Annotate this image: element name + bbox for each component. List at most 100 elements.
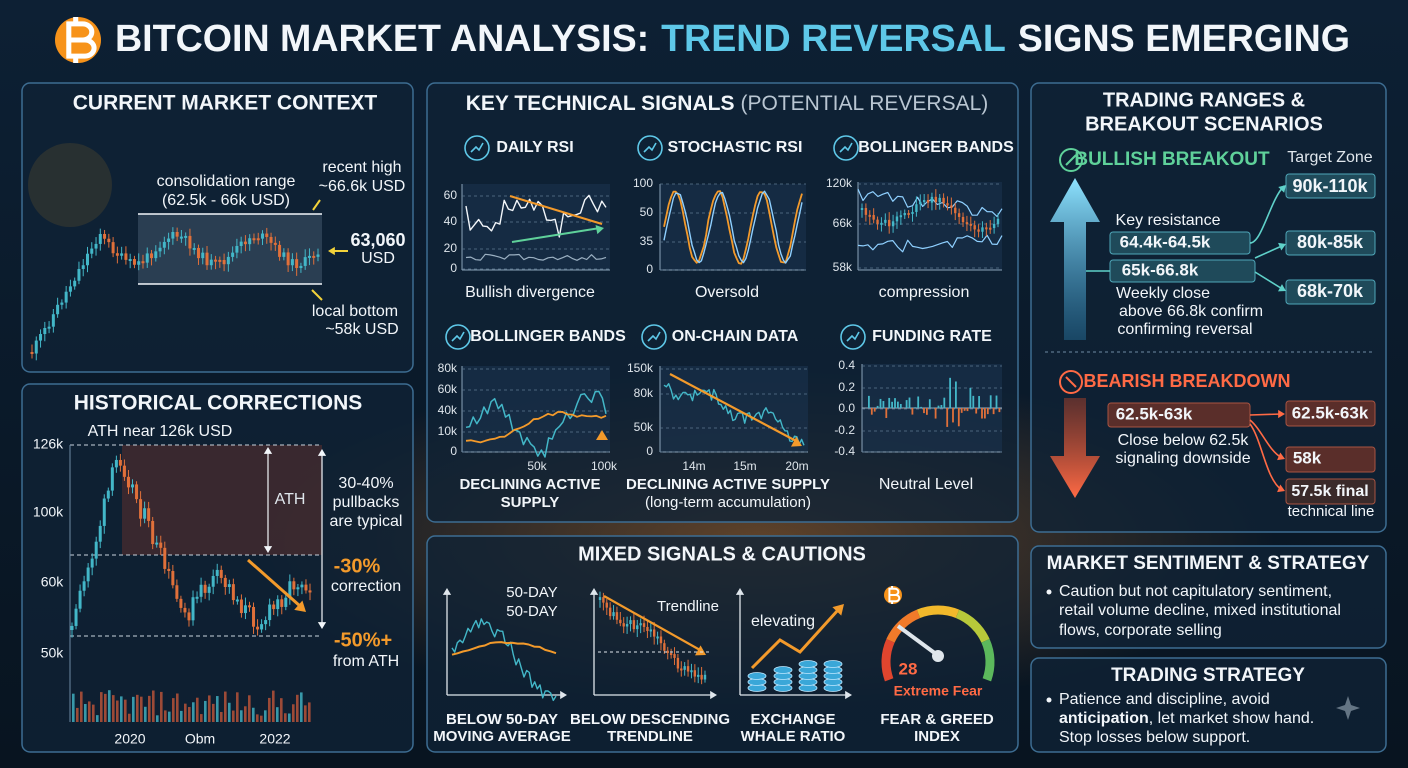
candle [239,599,243,614]
label: ~58k USD [325,321,398,338]
label: 50-DAY [506,584,557,601]
label: pullbacks [333,494,400,511]
candle [235,599,239,602]
mini-chart-bg [462,366,610,452]
gauge-arc [881,639,895,682]
candle [260,624,264,630]
candle [280,599,284,607]
candle [239,241,243,246]
arrow-head [735,588,745,595]
volume-bar [180,710,183,722]
funding-bar [911,408,914,415]
candle [646,626,649,631]
candle [693,670,697,677]
card-caption: Oversold [695,284,759,301]
label: ATH [275,491,306,508]
bull-icon [1059,148,1083,172]
arrow-head [1278,409,1285,419]
candle [996,218,1000,224]
card-caption: DECLINING ACTIVE [459,476,600,493]
y-tick-label: 20 [444,241,458,255]
x-tick-label: 100k [591,459,618,473]
label: Key resistance [1116,212,1221,229]
candle [676,657,680,669]
funding-bar [995,395,998,408]
candle [98,525,102,542]
candle [273,242,277,245]
level-box [1285,279,1376,305]
range-box [138,214,322,284]
candle [895,216,899,222]
candle [296,587,300,590]
candle [235,245,239,253]
panel-title: KEY TECHNICAL SIGNALS (POTENTIAL REVERSAL… [466,92,989,115]
volume-bar [280,698,283,722]
candle [34,340,38,354]
candle [179,236,183,239]
candle [946,203,949,206]
volume-bar [160,691,163,722]
candle [211,575,215,587]
sparkline [857,234,1003,253]
candle [295,259,299,269]
volume-bar [192,702,195,722]
candle [143,508,147,519]
candle [950,205,953,208]
funding-bar [920,406,922,408]
candle [81,265,85,269]
volume-bar [128,713,131,722]
label: Trendline [657,598,719,615]
funding-bar [946,408,949,427]
item-caption: BELOW DESCENDING [570,711,730,728]
y-tick-label: 0.4 [838,358,855,372]
candle [703,674,707,680]
arrow-head [595,224,604,235]
x-tick-label: Obm [185,731,215,747]
candle [141,261,145,264]
candle [954,207,957,214]
candle [659,636,663,644]
card-caption: (long-term accumulation) [645,494,811,511]
candle [264,620,268,625]
funding-bar [885,408,888,418]
candle [171,232,175,239]
candle [252,238,256,241]
volume-bar [84,704,87,722]
funding-bar [868,395,870,408]
candle [888,219,891,227]
candle [132,259,136,265]
candle [199,584,203,597]
candle [290,259,294,266]
bull-arrow [1050,178,1100,340]
page-title: BITCOIN MARKET ANALYSIS: TREND REVERSAL SI… [115,18,1350,60]
panel-title: MARKET SENTIMENT & STRATEGY [1047,553,1370,574]
volume-bar [288,713,291,722]
label: ~66.6k USD [319,178,406,195]
candle [308,590,312,593]
rule [1254,271,1285,291]
label: Close below 62.5k [1118,432,1250,449]
funding-bar [943,397,946,408]
candle [303,257,307,266]
rule [511,227,601,243]
y-tick-label: 50 [640,205,654,219]
funding-bar [923,408,925,414]
bitcoin-glyph [888,586,901,604]
target-connector [1249,185,1285,244]
label: Target Zone [1287,149,1372,166]
candle [961,216,965,223]
candle [82,581,86,591]
candle [155,542,159,545]
label: USD [361,250,395,267]
signal-icon [833,135,859,161]
candle [652,629,656,637]
candle [226,256,230,265]
candle [86,567,90,582]
item-caption: INDEX [914,728,960,745]
candle [942,197,945,204]
candle [205,252,209,266]
gauge-arc [886,609,921,643]
y-tick-label: 100 [633,176,653,190]
candle [94,243,98,249]
candle [167,568,171,572]
